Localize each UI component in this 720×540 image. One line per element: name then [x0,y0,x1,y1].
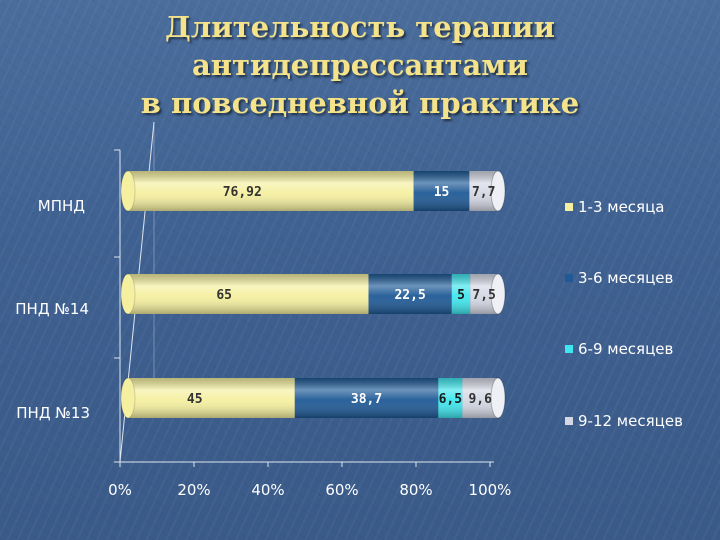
chart-bars [120,170,506,419]
legend-swatch [565,345,573,353]
x-tick-label: 0% [108,481,132,499]
bar-segment-shade [413,171,470,211]
bar-segment-shade [368,274,452,314]
chart-labels: 0% 20% 40% 60% 80% 100% МПНД ПНД №14 ПНД №13 76,9… [15,185,511,499]
data-label: 5 [457,288,465,303]
bar-segment-shade [128,378,295,418]
title-line-2: в повседневной практике [140,86,580,120]
data-label: 15 [434,185,450,200]
bar-segment-shade [438,378,463,418]
x-tick-label: 60% [325,481,358,499]
data-label: 45 [187,392,203,407]
legend-label: 3-6 месяцев [578,269,673,287]
data-label: 9,6 [468,392,492,407]
bar-segment-shade [128,171,414,211]
category-label: ПНД №13 [16,404,90,422]
data-label: 7,7 [472,185,495,200]
x-tick-label: 100% [469,481,512,499]
bar-segment-shade [451,274,471,314]
legend-label: 6-9 месяцев [578,340,673,358]
category-label: ПНД №14 [15,300,89,318]
x-tick-label: 20% [177,481,210,499]
title-line-1: Длительность терапии антидепрессантами [165,10,555,82]
legend-swatch [565,203,573,211]
legend-label: 1-3 месяца [578,198,664,216]
category-label: МПНД [38,197,85,215]
chart-legend: 1-3 месяца 3-6 месяцев 6-9 месяцев 9-12 мес… [565,198,683,430]
data-label: 76,92 [223,185,262,200]
data-label: 6,5 [439,392,462,407]
data-label: 22,5 [394,288,425,303]
x-tick-label: 80% [399,481,432,499]
legend-swatch [565,417,573,425]
legend-swatch [565,274,573,282]
bar-cap-right [490,170,506,212]
bar-cap-left [120,170,136,212]
bar-cap-right [490,377,506,419]
slide-title: Длительность терапии антидепрессантами в… [0,8,720,122]
data-label: 65 [216,288,232,303]
legend-label: 9-12 месяцев [578,412,683,430]
bar-cap-right [490,273,506,315]
data-label: 38,7 [351,392,382,407]
bar-segment-shade [294,378,439,418]
bar-cap-left [120,377,136,419]
bar-cap-left [120,273,136,315]
bar-segment-shade [128,274,369,314]
data-label: 7,5 [472,288,495,303]
x-tick-label: 40% [251,481,284,499]
